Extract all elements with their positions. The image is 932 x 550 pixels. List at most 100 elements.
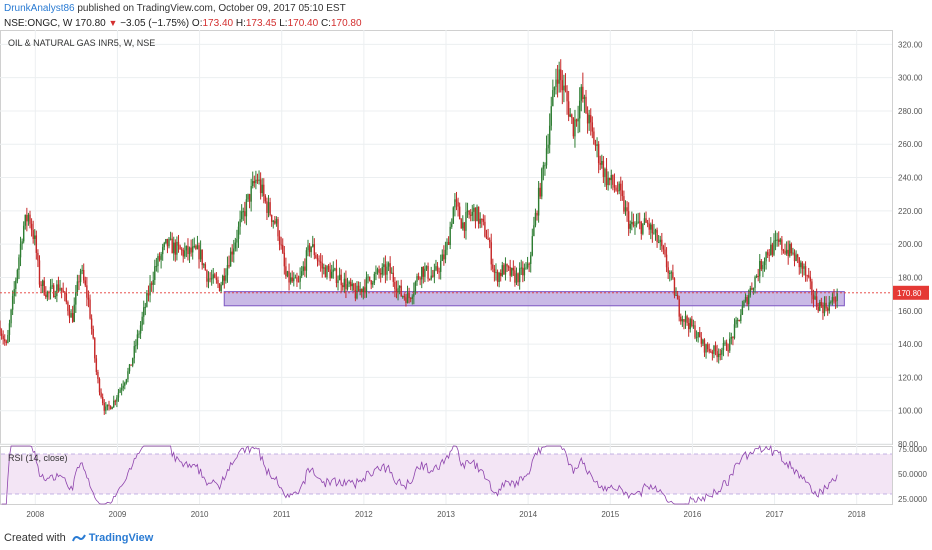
candle-body — [188, 247, 191, 255]
candle-body — [411, 296, 413, 299]
candle-body — [308, 245, 311, 253]
candle-body — [269, 202, 271, 216]
candle-body — [270, 215, 273, 222]
candle-body — [18, 257, 20, 271]
candle-body — [250, 185, 252, 202]
candle-body — [812, 295, 815, 300]
candle-body — [662, 246, 665, 250]
candle-body — [383, 264, 385, 267]
chart-header: DrunkAnalyst86 published on TradingView.… — [4, 2, 362, 31]
candle-body — [580, 86, 582, 101]
candle-body — [185, 245, 188, 251]
candle-body — [732, 336, 734, 339]
candle-body — [784, 250, 786, 254]
candle-body — [37, 252, 39, 261]
rsi-y-tick-label: 75.0000 — [898, 445, 927, 454]
candle-body — [256, 179, 259, 182]
candle-body — [471, 211, 473, 216]
candle-body — [717, 353, 720, 358]
candle-body — [368, 276, 371, 281]
candle-body — [792, 252, 794, 254]
candle-body — [492, 264, 494, 269]
candle-body — [449, 226, 451, 245]
candle-body — [259, 179, 262, 194]
x-tick-label: 2008 — [26, 510, 44, 519]
candle-body — [463, 222, 466, 231]
candle-body — [556, 79, 559, 84]
candle-body — [572, 117, 575, 137]
candle-body — [133, 346, 135, 359]
candle-body — [530, 255, 532, 264]
y-tick-label: 140.00 — [898, 340, 923, 349]
candle-body — [78, 281, 80, 283]
candle-body — [233, 248, 235, 255]
candle-body — [465, 212, 467, 231]
tradingview-brand[interactable]: TradingView — [71, 532, 153, 544]
candle-body — [367, 276, 369, 278]
candle-body — [555, 79, 557, 88]
x-tick-label: 2016 — [684, 510, 702, 519]
candle-body — [384, 264, 387, 275]
candle-body — [654, 229, 657, 233]
candle-body — [348, 281, 350, 285]
candle-body — [416, 276, 418, 282]
candle-body — [594, 144, 597, 146]
candle-body — [703, 339, 706, 353]
candle-body — [161, 247, 164, 255]
candle-body — [470, 214, 472, 216]
candle-body — [116, 397, 118, 402]
candle-body — [400, 285, 402, 297]
candle-body — [285, 266, 287, 277]
candle-body — [670, 272, 673, 274]
candle-body — [735, 320, 737, 325]
candle-body — [90, 318, 93, 329]
candle-body — [675, 295, 677, 297]
candle-body — [740, 314, 742, 322]
candle-body — [70, 313, 72, 318]
author-link[interactable]: DrunkAnalyst86 — [4, 3, 75, 14]
candle-body — [15, 280, 17, 289]
candle-body — [16, 270, 19, 281]
candle-body — [30, 223, 33, 231]
candle-body — [11, 296, 14, 310]
candle-body — [372, 282, 374, 285]
candle-body — [405, 297, 407, 304]
candle-body — [618, 183, 620, 192]
candle-body — [215, 277, 218, 280]
candle-body — [476, 206, 478, 222]
x-tick-label: 2011 — [273, 510, 291, 519]
candle-body — [804, 266, 807, 276]
candle-body — [127, 371, 129, 380]
candle-body — [525, 267, 527, 269]
candle-body — [695, 337, 698, 339]
candle-body — [808, 275, 810, 277]
candle-body — [789, 243, 791, 256]
price-change: −3.05 (−1.75%) — [120, 18, 190, 29]
candle-body — [65, 293, 68, 303]
candle-body — [258, 179, 260, 182]
candle-body — [536, 212, 538, 216]
candle-body — [147, 293, 150, 296]
created-with-text: Created with — [4, 532, 66, 544]
candle-body — [179, 245, 181, 250]
candle-body — [588, 114, 590, 124]
candle-body — [253, 181, 256, 184]
candle-body — [514, 270, 516, 283]
axes: 80.00 100.00 120.00 140.00 160.00 180.00 200.0… — [26, 40, 929, 519]
candle-body — [114, 400, 117, 402]
candle-body — [240, 211, 243, 220]
rsi-title: RSI (14, close) — [8, 453, 68, 463]
candle-body — [694, 325, 696, 338]
candle-body — [749, 288, 751, 296]
candle-body — [92, 328, 94, 339]
candle-body — [534, 212, 537, 226]
candle-body — [300, 271, 303, 277]
price-chart[interactable]: 80.00 100.00 120.00 140.00 160.00 180.00 200.0… — [0, 30, 932, 520]
candle-body — [779, 239, 781, 242]
candle-body — [441, 254, 443, 262]
candle-body — [204, 264, 207, 271]
candle-body — [289, 277, 292, 283]
support-zone-rect — [223, 291, 845, 307]
candle-body — [392, 272, 395, 282]
y-tick-label: 240.00 — [898, 174, 923, 183]
